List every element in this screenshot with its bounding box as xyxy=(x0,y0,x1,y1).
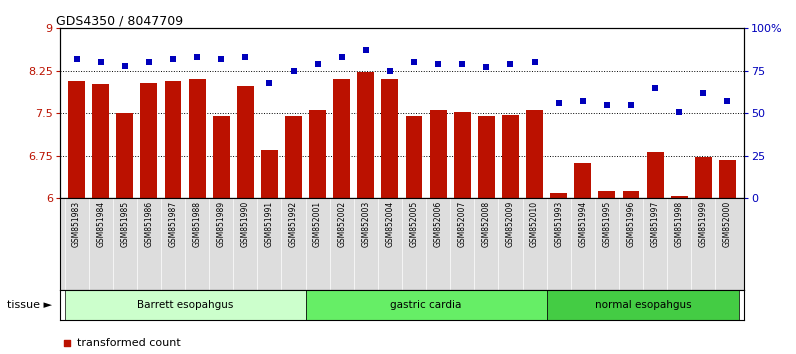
Bar xyxy=(213,116,229,354)
Point xyxy=(287,68,300,74)
Bar xyxy=(502,115,519,354)
Point xyxy=(263,80,275,86)
Point xyxy=(649,85,661,91)
Bar xyxy=(526,110,543,354)
Point xyxy=(142,59,155,65)
Bar xyxy=(92,84,109,354)
Bar xyxy=(478,115,495,354)
Bar xyxy=(575,163,591,354)
Bar xyxy=(116,113,133,354)
Text: GSM852005: GSM852005 xyxy=(409,201,419,247)
Text: GSM852004: GSM852004 xyxy=(385,201,395,247)
Text: GSM852007: GSM852007 xyxy=(458,201,466,247)
Bar xyxy=(695,157,712,354)
Text: GSM852010: GSM852010 xyxy=(530,201,539,247)
Point xyxy=(335,55,348,60)
Text: GSM851992: GSM851992 xyxy=(289,201,298,247)
Point xyxy=(166,56,179,62)
Text: gastric cardia: gastric cardia xyxy=(390,300,462,310)
Text: GSM851993: GSM851993 xyxy=(554,201,563,247)
Point xyxy=(94,59,107,65)
Bar xyxy=(165,81,181,354)
Bar xyxy=(599,192,615,354)
Bar xyxy=(285,116,302,354)
Bar xyxy=(719,160,736,354)
Bar xyxy=(309,110,326,354)
Point xyxy=(721,98,734,104)
Point xyxy=(70,56,83,62)
Bar xyxy=(550,193,567,354)
Bar xyxy=(671,196,688,354)
Point xyxy=(552,100,565,106)
Text: GSM852000: GSM852000 xyxy=(723,201,732,247)
Text: GSM851990: GSM851990 xyxy=(241,201,250,247)
Bar xyxy=(261,150,278,354)
Bar xyxy=(454,112,470,354)
Text: GSM852008: GSM852008 xyxy=(482,201,491,247)
Bar xyxy=(306,290,547,320)
Point xyxy=(408,59,420,65)
Point xyxy=(600,102,613,108)
Bar xyxy=(189,79,205,354)
Text: GSM851985: GSM851985 xyxy=(120,201,129,247)
Bar xyxy=(357,73,374,354)
Text: GSM851984: GSM851984 xyxy=(96,201,105,247)
Bar xyxy=(430,110,447,354)
Point xyxy=(360,47,373,53)
Text: normal esopahgus: normal esopahgus xyxy=(595,300,692,310)
Point xyxy=(504,61,517,67)
Bar xyxy=(547,290,739,320)
Point xyxy=(311,61,324,67)
Point xyxy=(529,59,541,65)
Bar xyxy=(646,152,664,354)
Text: GSM851994: GSM851994 xyxy=(578,201,587,247)
Bar xyxy=(68,81,85,354)
Point xyxy=(119,63,131,69)
Point xyxy=(191,55,204,60)
Text: GSM851997: GSM851997 xyxy=(650,201,660,247)
Bar xyxy=(237,86,254,354)
Text: GSM851987: GSM851987 xyxy=(169,201,178,247)
Point xyxy=(480,64,493,70)
Point xyxy=(456,61,469,67)
Text: GSM851988: GSM851988 xyxy=(193,201,201,247)
Text: GSM852009: GSM852009 xyxy=(506,201,515,247)
Text: GSM852001: GSM852001 xyxy=(313,201,322,247)
Text: Barrett esopahgus: Barrett esopahgus xyxy=(137,300,233,310)
Bar xyxy=(381,79,398,354)
Point xyxy=(625,102,638,108)
Point xyxy=(239,55,252,60)
Text: GSM851999: GSM851999 xyxy=(699,201,708,247)
Text: GSM851996: GSM851996 xyxy=(626,201,635,247)
Bar xyxy=(64,290,306,320)
Point xyxy=(215,56,228,62)
Point xyxy=(697,90,710,96)
Bar xyxy=(622,192,639,354)
Bar xyxy=(140,83,158,354)
Text: GSM851998: GSM851998 xyxy=(675,201,684,247)
Text: transformed count: transformed count xyxy=(76,338,181,348)
Point xyxy=(60,341,73,346)
Point xyxy=(576,98,589,104)
Text: GSM851995: GSM851995 xyxy=(603,201,611,247)
Point xyxy=(673,109,685,114)
Text: GSM852002: GSM852002 xyxy=(338,201,346,247)
Text: tissue ►: tissue ► xyxy=(6,300,52,310)
Point xyxy=(431,61,444,67)
Text: GSM851983: GSM851983 xyxy=(72,201,81,247)
Text: GSM851986: GSM851986 xyxy=(144,201,154,247)
Text: GSM852006: GSM852006 xyxy=(434,201,443,247)
Text: GDS4350 / 8047709: GDS4350 / 8047709 xyxy=(57,14,183,27)
Text: GSM851991: GSM851991 xyxy=(265,201,274,247)
Bar xyxy=(406,116,423,354)
Text: GSM852003: GSM852003 xyxy=(361,201,370,247)
Text: GSM851989: GSM851989 xyxy=(217,201,226,247)
Bar xyxy=(334,79,350,354)
Point xyxy=(384,68,396,74)
